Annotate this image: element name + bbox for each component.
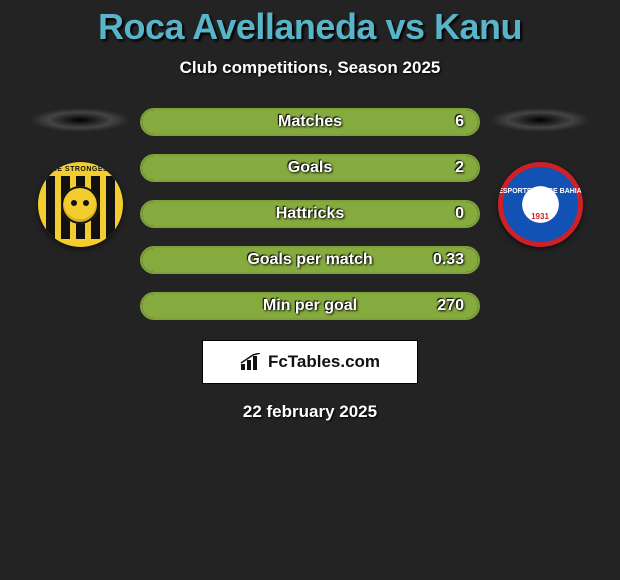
stat-bar: Min per goal270 bbox=[140, 292, 480, 320]
left-team-column: HE STRONGES bbox=[30, 108, 130, 247]
left-team-crest: HE STRONGES bbox=[38, 162, 123, 247]
stat-bar: Goals2 bbox=[140, 154, 480, 182]
stat-label: Matches bbox=[142, 113, 478, 131]
stat-value: 0.33 bbox=[433, 251, 464, 269]
stats-list: Matches6Goals2Hattricks0Goals per match0… bbox=[140, 108, 480, 320]
stat-label: Min per goal bbox=[142, 297, 478, 315]
stat-label: Goals per match bbox=[142, 251, 478, 269]
stat-value: 270 bbox=[437, 297, 464, 315]
stat-label: Goals bbox=[142, 159, 478, 177]
right-crest-year: 1931 bbox=[498, 213, 582, 221]
right-crest-name: ESPORTE CLUBE BAHIA bbox=[498, 188, 582, 195]
stat-bar: Matches6 bbox=[140, 108, 480, 136]
stat-value: 0 bbox=[455, 205, 464, 223]
stat-bar: Hattricks0 bbox=[140, 200, 480, 228]
tiger-icon bbox=[61, 186, 99, 224]
page-title: Roca Avellaneda vs Kanu bbox=[0, 6, 620, 48]
stat-label: Hattricks bbox=[142, 205, 478, 223]
stat-value: 2 bbox=[455, 159, 464, 177]
player-shadow-right bbox=[490, 108, 590, 132]
comparison-panel: HE STRONGES Matches6 Goals2 Hattricks0 Goal… bbox=[0, 108, 620, 320]
brand-badge: FcTables.com bbox=[202, 340, 418, 384]
date-text: 22 february 2025 bbox=[0, 402, 620, 422]
page-subtitle: Club competitions, Season 2025 bbox=[0, 58, 620, 78]
player-shadow-left bbox=[30, 108, 130, 132]
right-crest-text: ESPORTE CLUBE BAHIA 1931 bbox=[498, 188, 582, 221]
stat-value: 6 bbox=[455, 113, 464, 131]
right-team-column: ESPORTE CLUBE BAHIA 1931 bbox=[490, 108, 590, 247]
left-crest-text: HE STRONGES bbox=[38, 166, 123, 173]
stat-bar: Goals per match0.33 bbox=[140, 246, 480, 274]
right-team-crest: ESPORTE CLUBE BAHIA 1931 bbox=[498, 162, 583, 247]
brand-text: FcTables.com bbox=[268, 352, 380, 372]
bar-chart-icon bbox=[240, 353, 262, 371]
